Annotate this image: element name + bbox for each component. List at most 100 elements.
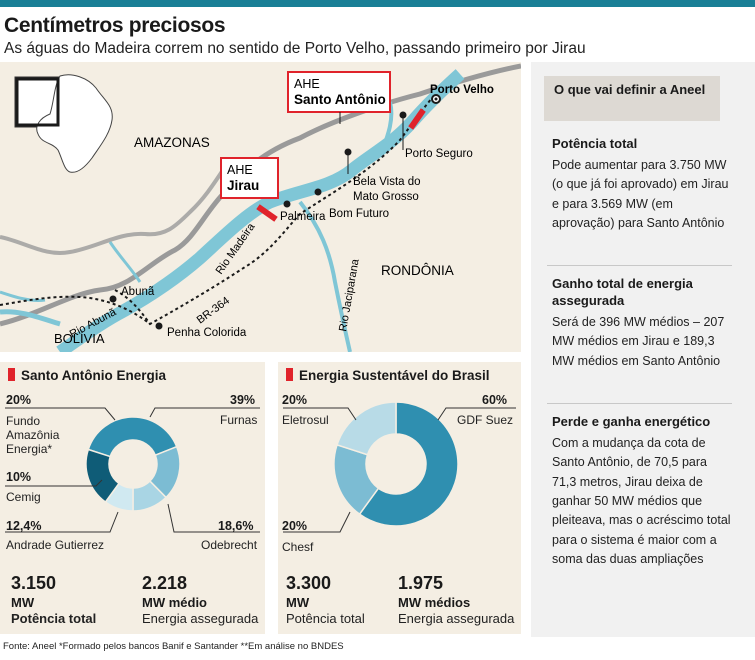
santo-antonio-donut — [86, 416, 180, 512]
leader-chesf — [283, 511, 351, 533]
sa-slice-0 — [87, 416, 178, 458]
abuna-marker — [109, 295, 117, 303]
sidebar-section-title: Perde e ganha energético — [552, 414, 711, 429]
share-chesf-pct: 20% — [282, 519, 308, 533]
tributary-path — [0, 290, 46, 302]
porto-velho-dot — [434, 97, 438, 101]
region-amazonas: AMAZONAS — [134, 135, 210, 150]
leader-odebrecht — [167, 503, 260, 533]
page-subtitle: As águas do Madeira correm no sentido de… — [4, 40, 586, 57]
share-eletrosul-label: Eletrosul — [282, 413, 329, 427]
sa-energy-unit: MW médio — [142, 595, 207, 610]
sidebar-section-title: Ganho total de energia assegurada — [552, 276, 693, 308]
sidebar-section-title: Potência total — [552, 136, 638, 151]
share-furnas-label: Furnas — [220, 413, 258, 427]
santo-antonio-label-box — [287, 71, 391, 113]
source-footnote: Fonte: Aneel *Formado pelos bancos Banif… — [3, 641, 344, 652]
road-br364 — [0, 97, 433, 326]
share-andrade-label: Andrade Gutierrez — [6, 538, 105, 552]
rio-jaciparana-path — [298, 200, 352, 352]
share-fundo-label-1: Fundo — [6, 414, 41, 428]
leader-fundo — [5, 407, 116, 421]
esb-hole — [366, 434, 426, 494]
share-andrade-pct: 12,4% — [6, 519, 42, 533]
leader-andrade — [5, 511, 119, 533]
label-porto-velho: Porto Velho — [430, 84, 494, 96]
share-cemig-pct: 10% — [6, 470, 32, 484]
sustentavel-donut — [334, 402, 458, 526]
santo-antonio-name: Santo Antônio — [294, 92, 386, 107]
share-cemig-label: Cemig — [6, 490, 41, 504]
sidebar: O que vai definir a Aneel Potência total… — [531, 62, 755, 637]
penha-colorida-marker — [155, 322, 163, 330]
esb-power-unit: MW — [286, 595, 310, 610]
share-furnas-pct: 39% — [230, 393, 256, 407]
sidebar-divider — [547, 403, 732, 404]
sidebar-divider — [547, 265, 732, 266]
leader-gdf — [437, 407, 516, 421]
top-accent-bar — [0, 0, 755, 7]
jirau-dam-marker — [256, 204, 278, 222]
sidebar-heading: O que vai definir a Aneel — [544, 76, 720, 121]
brazil-inset-map — [36, 74, 113, 173]
jirau-name: Jirau — [227, 178, 259, 193]
santo-antonio-leaders — [5, 407, 260, 533]
palmeira-marker — [283, 200, 291, 208]
jirau-label-box — [220, 157, 279, 199]
esb-energy-label: Energia assegurada — [398, 611, 515, 626]
santo-antonio-dam-marker — [408, 108, 426, 130]
esb-power-value: 3.300 — [286, 573, 332, 593]
sustentavel-panel: Energia Sustentável do Brasil 20% Eletro… — [278, 362, 521, 634]
jirau-prefix: AHE — [227, 163, 253, 177]
sustentavel-leaders — [283, 407, 516, 533]
sustentavel-panel-title: Energia Sustentável do Brasil — [286, 368, 490, 383]
santo-antonio-panel-title: Santo Antônio Energia — [8, 368, 166, 383]
leader-eletrosul — [283, 407, 357, 421]
esb-energy-unit: MW médios — [398, 595, 471, 610]
secondary-border — [0, 165, 227, 255]
sa-energy-label: Energia assegurada — [142, 611, 259, 626]
leader-furnas — [149, 407, 260, 418]
sidebar-section-potencia: Potência total Pode aumentar para 3.750 … — [552, 136, 732, 233]
sidebar-section-perde-ganha: Perde e ganha energético Com a mudança d… — [552, 414, 732, 570]
leader-cemig — [5, 479, 103, 487]
label-palmeira: Palmeira — [280, 211, 326, 223]
share-chesf-label: Chesf — [282, 540, 314, 554]
label-bom-futuro: Bom Futuro — [329, 208, 389, 220]
page-title: Centímetros preciosos — [4, 14, 226, 37]
share-fundo-pct: 20% — [6, 393, 32, 407]
sidebar-section-text: Com a mudança da cota de Santo Antônio, … — [552, 435, 731, 567]
label-penha-colorida: Penha Colorida — [167, 327, 247, 339]
sa-power-unit: MW — [11, 595, 35, 610]
map: AHE Santo Antônio AHE Jirau AMAZONAS RON… — [0, 62, 521, 352]
inset-highlight — [15, 77, 60, 127]
label-abuna: Abunã — [121, 286, 155, 298]
share-gdf-label: GDF Suez — [457, 413, 514, 427]
label-bela-vista: Bela Vista do — [353, 176, 421, 188]
esb-energy-value: 1.975 — [398, 573, 444, 593]
sa-energy-value: 2.218 — [142, 573, 188, 593]
share-eletrosul-pct: 20% — [282, 393, 308, 407]
sidebar-section-ganho: Ganho total de energia assegurada Será d… — [552, 276, 732, 371]
sa-hole — [109, 440, 157, 488]
share-odebrecht-pct: 18,6% — [218, 519, 254, 533]
sidebar-section-text: Será de 396 MW médios – 207 MW médios em… — [552, 314, 725, 368]
rio-abuna-path — [0, 309, 61, 327]
bom-futuro-marker — [314, 188, 322, 196]
share-fundo-label-3: Energia* — [6, 442, 53, 456]
santo-antonio-panel: Santo Antônio Energia 20% Fundo Amazônia… — [0, 362, 265, 634]
share-fundo-label-2: Amazônia — [6, 428, 60, 442]
sa-power-label: Potência total — [11, 611, 97, 626]
label-mato-grosso: Mato Grosso — [353, 191, 419, 203]
region-rondonia: RONDÔNIA — [381, 263, 454, 278]
sa-power-value: 3.150 — [11, 573, 57, 593]
region-bolivia: BOLÍVIA — [54, 331, 105, 346]
share-gdf-pct: 60% — [482, 393, 508, 407]
label-porto-seguro: Porto Seguro — [405, 148, 473, 160]
road-branch — [114, 289, 151, 325]
small-tributary-path — [108, 241, 142, 283]
esb-power-label: Potência total — [286, 611, 365, 626]
sidebar-section-text: Pode aumentar para 3.750 MW (o que já fo… — [552, 157, 729, 231]
share-odebrecht-label: Odebrecht — [201, 538, 258, 552]
santo-antonio-prefix: AHE — [294, 77, 320, 91]
